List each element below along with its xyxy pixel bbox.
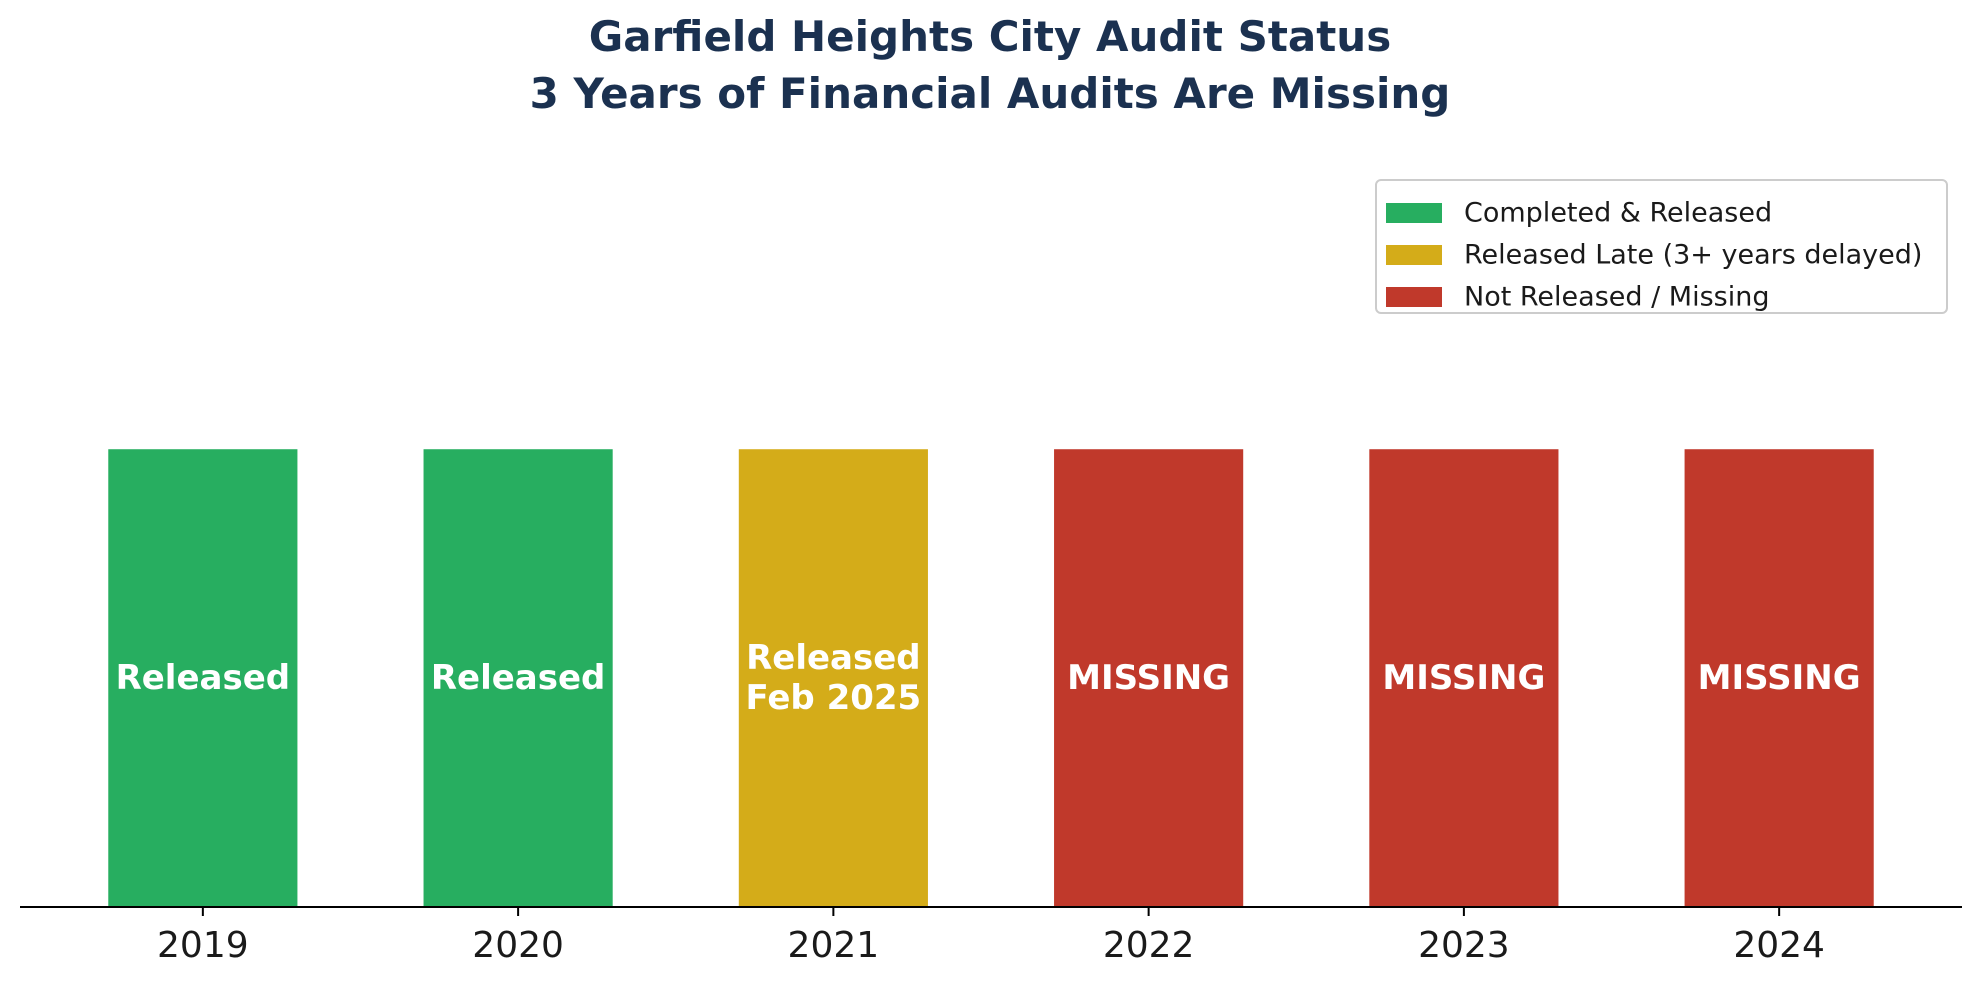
x-tick-label-2019: 2019 <box>157 925 249 966</box>
bar-label-2021-line-2: Feb 2025 <box>746 678 922 718</box>
bar-label-2023: MISSING <box>1382 658 1545 698</box>
x-tick-label-2024: 2024 <box>1733 925 1825 966</box>
chart-subtitle: 3 Years of Financial Audits Are Missing <box>530 69 1451 118</box>
bar-label-2024: MISSING <box>1698 658 1861 698</box>
legend-frame <box>1375 179 1948 314</box>
legend-label-late: Released Late (3+ years delayed) <box>1464 240 1922 271</box>
x-tick-label-2021: 2021 <box>788 925 880 966</box>
bar-label-2019: Released <box>116 658 291 698</box>
legend-label-completed: Completed & Released <box>1464 198 1772 229</box>
bar-2021 <box>738 449 928 907</box>
x-tick-label-2020: 2020 <box>472 925 564 966</box>
bar-label-2020: Released <box>431 658 606 698</box>
legend: Completed & Released Released Late (3+ ye… <box>1375 179 1948 314</box>
bar-label-2021-line-1: Released <box>746 638 921 678</box>
bar-2019 <box>108 449 298 907</box>
bar-label-2022: MISSING <box>1067 658 1230 698</box>
bar-2022 <box>1054 449 1244 907</box>
legend-label-missing: Not Released / Missing <box>1464 282 1769 313</box>
x-axis-ticks: 2019 2020 2021 2022 2023 2024 <box>157 907 1825 966</box>
x-tick-label-2022: 2022 <box>1103 925 1195 966</box>
legend-swatch-late <box>1386 245 1442 265</box>
legend-swatch-completed <box>1386 203 1442 223</box>
x-tick-label-2023: 2023 <box>1418 925 1510 966</box>
legend-swatch-missing <box>1386 287 1442 307</box>
bar-2024 <box>1684 449 1874 907</box>
bar-2020 <box>423 449 613 907</box>
chart-title: Garfield Heights City Audit Status <box>589 12 1391 61</box>
bar-2023 <box>1369 449 1559 907</box>
